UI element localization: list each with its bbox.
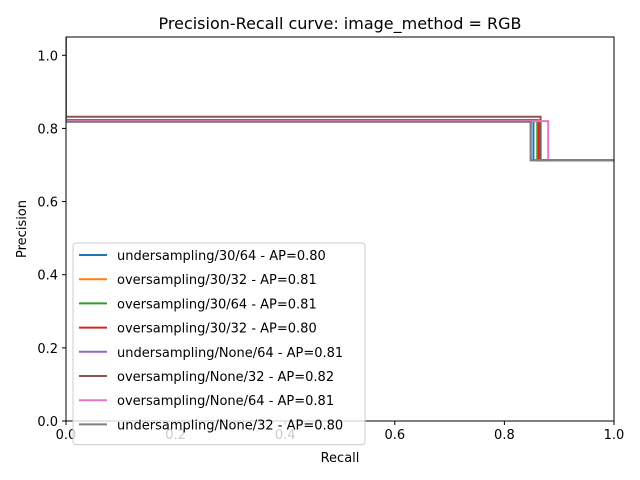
series-line-4: [66, 37, 614, 162]
x-tick-label: 0.8: [494, 428, 515, 443]
legend-entry: undersampling/None/32 - AP=0.80: [117, 418, 343, 433]
legend-box: [72, 242, 366, 446]
legend-entry: oversampling/30/64 - AP=0.81: [117, 297, 317, 312]
legend-entry: undersampling/30/64 - AP=0.80: [117, 249, 326, 264]
legend-entry: oversampling/None/64 - AP=0.81: [117, 394, 334, 409]
legend-entry: oversampling/None/32 - AP=0.82: [117, 370, 334, 385]
series-line-2: [66, 37, 614, 162]
y-tick-label: 0.8: [37, 122, 58, 137]
legend: undersampling/30/64 - AP=0.80 oversamplin…: [72, 242, 366, 446]
series-line-1: [66, 37, 614, 162]
legend-entry: oversampling/30/32 - AP=0.81: [117, 273, 317, 288]
y-axis-label: Precision: [15, 200, 30, 258]
series-line-3: [66, 37, 614, 162]
legend-entry: oversampling/30/32 - AP=0.80: [117, 322, 317, 337]
x-tick-label: 0.0: [56, 428, 77, 443]
chart-title: Precision-Recall curve: image_method = R…: [159, 14, 522, 34]
legend-entry: undersampling/None/64 - AP=0.81: [117, 346, 343, 361]
x-tick-label: 1.0: [604, 428, 625, 443]
x-axis-label: Recall: [321, 451, 360, 466]
series-line-5: [66, 37, 614, 162]
y-tick-label: 0.6: [37, 196, 58, 211]
y-tick-label: 1.0: [37, 49, 58, 64]
series-line-6: [66, 37, 614, 162]
y-tick-label: 0.4: [37, 269, 58, 284]
series-line-7: [66, 37, 614, 162]
y-tick-label: 0.2: [37, 342, 58, 357]
series-line-8: [66, 37, 614, 162]
y-tick-label: 0.0: [37, 415, 58, 430]
x-tick-label: 0.6: [384, 428, 405, 443]
series-layer: [66, 37, 614, 162]
